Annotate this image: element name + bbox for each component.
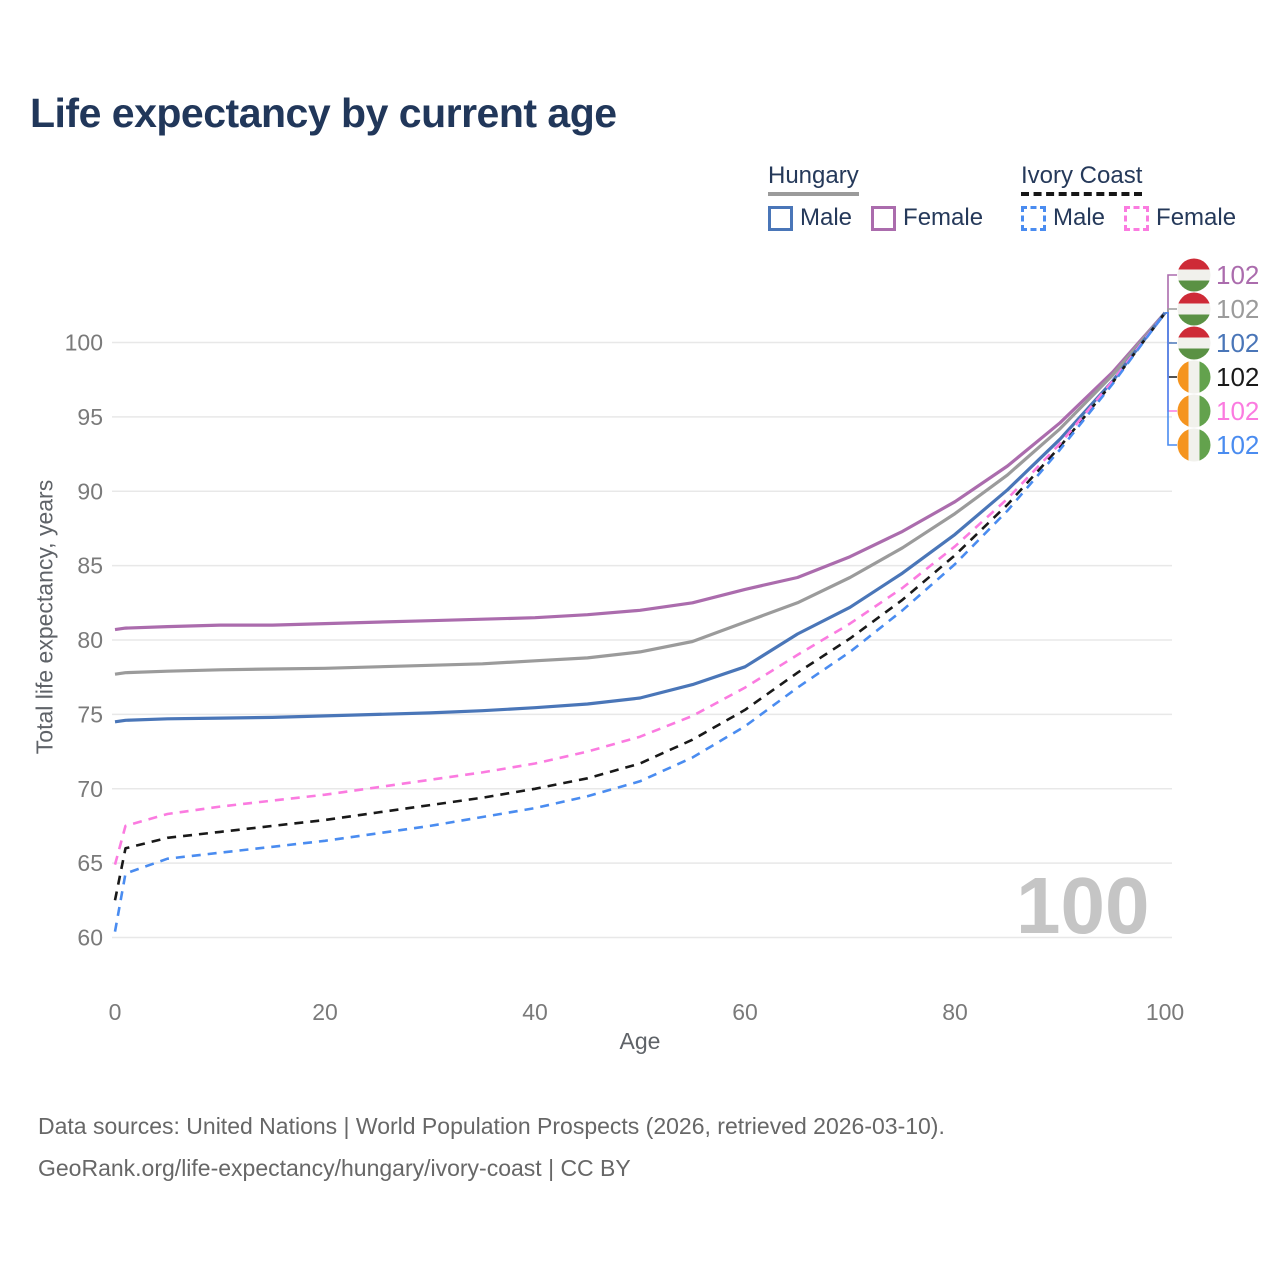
hungary-flag-icon — [1177, 326, 1211, 360]
y-tick-label: 85 — [77, 553, 103, 579]
checkbox-ivory-coast-female[interactable] — [1124, 205, 1150, 231]
legend-label-ivory-coast-female[interactable]: Female — [1156, 204, 1237, 231]
legend-group-title-ivory-coast: Ivory Coast — [1021, 162, 1143, 196]
x-tick-label: 40 — [522, 999, 548, 1025]
legend-item-ivory-coast-female[interactable]: Female — [1124, 204, 1236, 232]
y-tick-label: 100 — [65, 330, 103, 356]
end-value-label-hungary-total: 102 — [1216, 294, 1259, 324]
y-axis-title: Total life expectancy, years — [31, 479, 58, 755]
y-tick-label: 70 — [77, 776, 103, 802]
legend-label-ivory-coast-male[interactable]: Male — [1053, 204, 1106, 231]
y-tick-label: 75 — [77, 701, 103, 727]
end-label-connector-ivory-coast-total — [1165, 311, 1177, 378]
legend-group-title-hungary: Hungary — [768, 162, 859, 196]
legend-item-hungary-female[interactable]: Female — [871, 204, 983, 232]
legend-group-ivory-coast: Ivory Coast Male Female — [1021, 162, 1236, 232]
x-axis-title: Age — [619, 1028, 661, 1054]
x-tick-label: 60 — [732, 999, 758, 1025]
end-value-label-hungary-male: 102 — [1216, 328, 1259, 358]
series-line-ivory-coast-total — [113, 312, 1167, 901]
x-tick-label: 20 — [312, 999, 338, 1025]
series-line-ivory-coast-female — [113, 312, 1167, 865]
series-line-hungary-male — [114, 311, 1167, 724]
legend-label-hungary-male[interactable]: Male — [800, 204, 853, 231]
series-line-hungary-total — [114, 311, 1167, 676]
end-value-label-ivory-coast-male: 102 — [1216, 430, 1259, 460]
x-tick-label: 80 — [942, 999, 968, 1025]
legend-items-hungary: Male Female — [768, 204, 983, 232]
legend-item-hungary-male[interactable]: Male — [768, 204, 852, 232]
y-tick-label: 60 — [77, 925, 103, 951]
legend-item-ivory-coast-male[interactable]: Male — [1021, 204, 1105, 232]
series-line-ivory-coast-male — [113, 312, 1167, 932]
x-tick-label: 100 — [1146, 999, 1184, 1025]
ivory-coast-flag-icon — [1177, 428, 1211, 462]
hungary-flag-icon — [1177, 292, 1211, 326]
end-label-connector-hungary-male — [1165, 311, 1177, 344]
legend-group-hungary: Hungary Male Female — [768, 162, 983, 232]
footer-attribution: GeoRank.org/life-expectancy/hungary/ivor… — [38, 1155, 631, 1181]
y-tick-label: 95 — [77, 404, 103, 430]
footer: Data sources: United Nations | World Pop… — [38, 1105, 945, 1189]
y-tick-label: 90 — [77, 478, 103, 504]
ivory-coast-flag-icon — [1177, 394, 1211, 428]
end-label-connector-ivory-coast-female — [1165, 311, 1177, 412]
series-line-hungary-female — [114, 311, 1167, 632]
legend-label-hungary-female[interactable]: Female — [903, 204, 984, 231]
x-tick-label: 0 — [109, 999, 122, 1025]
checkbox-hungary-female[interactable] — [871, 205, 897, 231]
footer-data-sources: Data sources: United Nations | World Pop… — [38, 1113, 945, 1139]
end-value-label-ivory-coast-total: 102 — [1216, 362, 1259, 392]
age-counter-watermark: 100 — [1016, 861, 1150, 950]
checkbox-ivory-coast-male[interactable] — [1021, 205, 1046, 231]
end-label-connector-hungary-female — [1165, 274, 1177, 314]
hungary-flag-icon — [1177, 258, 1211, 292]
end-value-label-ivory-coast-female: 102 — [1216, 396, 1259, 426]
legend-items-ivory-coast: Male Female — [1021, 204, 1236, 232]
y-tick-label: 80 — [77, 627, 103, 653]
ivory-coast-flag-icon — [1177, 360, 1211, 394]
page-title: Life expectancy by current age — [30, 90, 617, 136]
checkbox-hungary-male[interactable] — [768, 205, 793, 231]
y-tick-label: 65 — [77, 850, 103, 876]
end-label-connector-ivory-coast-male — [1165, 311, 1177, 446]
end-value-label-hungary-female: 102 — [1216, 260, 1259, 290]
